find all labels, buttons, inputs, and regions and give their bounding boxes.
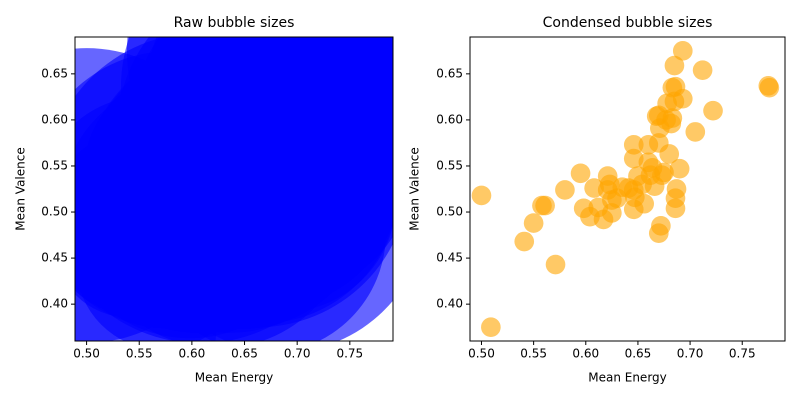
chart-title: Condensed bubble sizes: [543, 15, 713, 31]
bubble: [623, 134, 644, 155]
x-tick-label: 0.55: [126, 347, 153, 361]
bubble: [758, 76, 779, 96]
x-axis-label: Mean Energy: [195, 371, 274, 385]
subplot: 0.50 0.55 0.60 0.65 0.70 0.75 0.40 0.45 0.50 0.55…: [14, 15, 394, 385]
y-tick-label: 0.65: [41, 66, 68, 80]
axes-frame: [469, 36, 786, 342]
x-axis-label: Mean Energy: [588, 371, 667, 385]
axes-frame: [74, 36, 394, 342]
bubble: [471, 185, 492, 206]
subplot: 0.50 0.55 0.60 0.65 0.70 0.75 0.40 0.45 0.50 0.55…: [408, 15, 786, 385]
bubble: [664, 55, 685, 76]
bubble: [514, 231, 535, 252]
bubble: [259, 37, 393, 202]
y-tick-label: 0.60: [436, 112, 463, 126]
bubble: [523, 213, 544, 233]
bubble: [703, 100, 723, 121]
bubble: [659, 144, 680, 164]
x-tick-label: 0.65: [625, 347, 652, 361]
x-tick-label: 0.55: [520, 347, 547, 361]
chart-title: Raw bubble sizes: [174, 15, 295, 31]
x-tick-label: 0.75: [729, 347, 756, 361]
bubble: [634, 193, 655, 214]
y-tick-label: 0.45: [41, 251, 68, 265]
bubble: [666, 179, 687, 199]
bubble: [654, 162, 674, 183]
y-tick-label: 0.45: [436, 251, 463, 265]
y-tick-label: 0.50: [41, 205, 68, 219]
y-axis-label: Mean Valence: [408, 147, 422, 230]
bubble: [662, 108, 683, 128]
y-tick-label: 0.40: [436, 297, 463, 311]
bubble: [570, 163, 591, 184]
y-tick-label: 0.65: [436, 66, 463, 80]
y-tick-label: 0.55: [436, 158, 463, 172]
bubble: [555, 180, 575, 200]
x-tick-label: 0.75: [336, 347, 363, 361]
x-tick-label: 0.50: [73, 347, 100, 361]
y-axis-label: Mean Valence: [14, 147, 28, 230]
y-tick-label: 0.60: [41, 112, 68, 126]
bubble: [481, 317, 501, 338]
x-tick-label: 0.60: [179, 347, 206, 361]
bubble: [545, 254, 566, 275]
y-tick-label: 0.40: [41, 297, 68, 311]
x-tick-label: 0.65: [231, 347, 258, 361]
x-tick-label: 0.60: [572, 347, 599, 361]
plot-area: [471, 40, 780, 338]
bubble: [651, 216, 671, 236]
y-tick-label: 0.50: [436, 205, 463, 219]
x-tick-label: 0.70: [677, 347, 704, 361]
bubble: [692, 60, 713, 80]
bubble: [672, 40, 693, 61]
x-tick-label: 0.70: [284, 347, 311, 361]
bubble: [535, 195, 555, 216]
x-tick-label: 0.50: [468, 347, 495, 361]
bubble: [669, 158, 690, 179]
plot-area: [75, 37, 393, 341]
y-tick-label: 0.55: [41, 158, 68, 172]
bubble: [685, 122, 706, 142]
bubble: [672, 88, 693, 109]
